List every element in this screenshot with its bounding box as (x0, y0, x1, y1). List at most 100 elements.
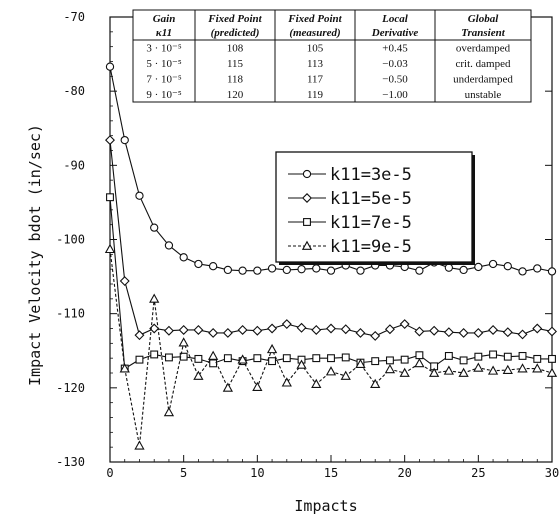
diamond-marker (302, 193, 312, 203)
triangle-marker (281, 377, 292, 387)
table-cell: −1.00 (382, 89, 408, 101)
y-tick-label: -100 (56, 233, 85, 247)
circle-marker (253, 266, 262, 275)
diamond-marker (488, 325, 499, 335)
triangle-marker (473, 362, 484, 372)
diamond-marker (208, 327, 219, 338)
diamond-marker (399, 319, 410, 330)
square-marker (194, 354, 203, 363)
circle-marker (150, 223, 159, 232)
triangle-marker (340, 370, 351, 380)
square-marker (503, 352, 512, 361)
circle-marker (223, 265, 233, 275)
circle-marker (135, 191, 144, 200)
table-cell: crit. damped (456, 58, 511, 70)
diamond-marker (326, 323, 336, 334)
x-tick-label: 30 (545, 466, 559, 480)
triangle-marker (355, 358, 366, 369)
table-cell: overdamped (456, 43, 511, 55)
triangle-marker (134, 440, 145, 450)
triangle-marker (502, 364, 513, 374)
circle-marker (282, 265, 291, 275)
square-marker (209, 359, 218, 368)
y-tick-label: -90 (63, 158, 85, 172)
diamond-marker (429, 325, 440, 336)
diamond-marker (252, 325, 263, 336)
y-tick-label: -120 (56, 381, 85, 395)
square-marker (385, 356, 394, 365)
table-cell: 5 · 10⁻⁵ (146, 58, 181, 70)
square-marker (150, 350, 159, 359)
table-header-sub: Transient (461, 27, 506, 39)
circle-marker (312, 264, 321, 273)
diamond-marker (370, 330, 381, 341)
square-marker (327, 354, 335, 363)
triangle-marker (193, 370, 204, 380)
circle-marker (179, 253, 188, 262)
square-marker (474, 352, 483, 361)
table-cell: +0.45 (382, 43, 408, 55)
triangle-marker (252, 381, 263, 392)
series-k11=5e-5 (105, 135, 557, 341)
triangle-marker (163, 406, 175, 417)
circle-marker (415, 266, 424, 275)
x-tick-label: 25 (471, 466, 485, 480)
square-marker (223, 354, 232, 363)
series-k11=3e-5 (105, 62, 557, 276)
triangle-marker (370, 378, 381, 389)
diamond-marker (281, 319, 292, 330)
triangle-marker (149, 293, 160, 303)
legend-label: k11=9e-5 (330, 237, 412, 257)
circle-marker (120, 135, 129, 145)
diamond-marker (340, 324, 351, 335)
square-marker (489, 350, 498, 359)
circle-marker (459, 265, 468, 275)
circle-marker (208, 262, 218, 271)
table-cell: 105 (307, 43, 324, 55)
circle-marker (164, 241, 174, 250)
circle-marker (297, 265, 306, 274)
diamond-marker (163, 325, 174, 336)
circle-marker (194, 259, 203, 269)
circle-marker (356, 266, 365, 275)
table-cell: 3 · 10⁻⁵ (146, 43, 181, 55)
diamond-marker (473, 327, 484, 338)
triangle-marker (532, 363, 543, 373)
table-cell: 108 (227, 43, 244, 55)
table-cell: −0.03 (382, 58, 408, 70)
circle-marker (302, 169, 312, 179)
legend-label: k11=7e-5 (330, 213, 412, 233)
x-tick-label: 5 (180, 466, 187, 480)
square-marker (106, 193, 114, 202)
circle-marker (547, 267, 557, 276)
diamond-marker (237, 325, 248, 335)
square-marker (303, 218, 311, 226)
table-cell: 117 (307, 74, 324, 86)
diamond-marker (193, 325, 204, 335)
diamond-marker (178, 325, 189, 335)
table-cell: 115 (227, 58, 244, 70)
table-border (132, 9, 532, 103)
x-axis-label: Impacts (294, 497, 357, 515)
y-tick-label: -110 (56, 307, 85, 321)
square-marker (415, 351, 424, 360)
square-marker (341, 353, 350, 362)
triangle-marker (517, 363, 528, 373)
diamond-marker (502, 327, 513, 338)
circle-marker (503, 262, 512, 271)
square-marker (444, 351, 453, 360)
table-header: Local (381, 13, 409, 25)
table-cell: 113 (307, 58, 324, 70)
triangle-marker (296, 359, 307, 369)
table-header: Fixed Point (287, 13, 342, 25)
triangle-marker (414, 358, 425, 368)
table-cell: 9 · 10⁻⁵ (146, 89, 181, 101)
x-tick-label: 10 (250, 466, 264, 480)
circle-marker (474, 262, 483, 272)
diamond-marker (134, 330, 145, 341)
diamond-marker (384, 324, 395, 335)
square-marker (135, 355, 144, 364)
legend-label: k11=5e-5 (330, 189, 412, 209)
table-header-sub: κ11 (156, 27, 172, 39)
x-tick-label: 0 (106, 466, 113, 480)
